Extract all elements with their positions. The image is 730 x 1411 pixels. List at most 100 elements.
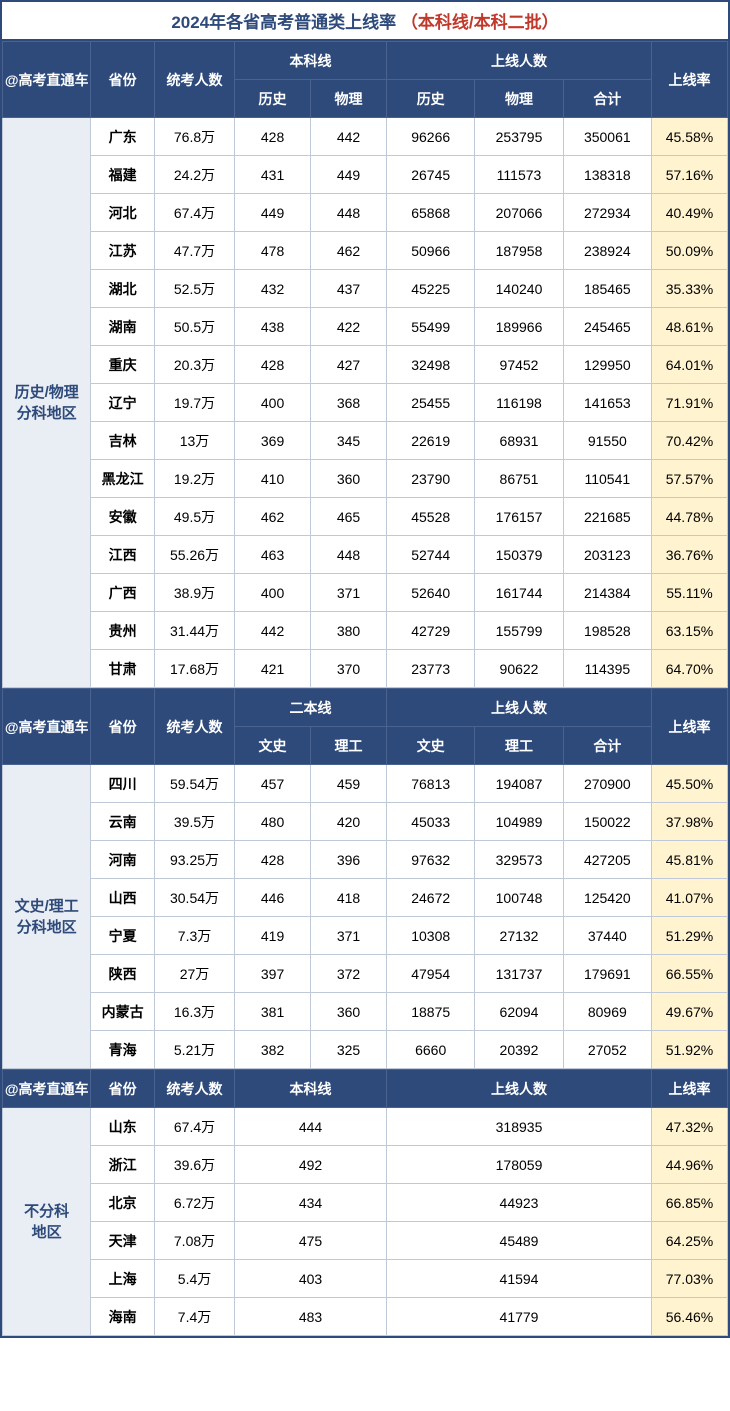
table-row: 广西38.9万4003715264016174421438455.11% [3, 574, 728, 612]
table-row: 贵州31.44万4423804272915579919852863.15% [3, 612, 728, 650]
hdr2-rate: 上线率 [651, 689, 727, 765]
cell-count: 55.26万 [154, 536, 234, 574]
cell-line-a: 463 [235, 536, 311, 574]
cell-pass-b: 68931 [475, 422, 563, 460]
cell-rate: 49.67% [651, 993, 727, 1031]
cell-line-a: 382 [235, 1031, 311, 1069]
cell-count: 13万 [154, 422, 234, 460]
cell-line-a: 449 [235, 194, 311, 232]
group-label: 文史/理工分科地区 [3, 765, 91, 1069]
cell-pass-a: 47954 [387, 955, 475, 993]
title-text-red: （本科线/本科二批） [401, 13, 559, 32]
hdr2-li2: 理工 [475, 727, 563, 765]
cell-line-a: 431 [235, 156, 311, 194]
cell-pass-a: 26745 [387, 156, 475, 194]
cell-pass-total: 125420 [563, 879, 651, 917]
cell-line-a: 462 [235, 498, 311, 536]
table-row: 安徽49.5万4624654552817615722168544.78% [3, 498, 728, 536]
cell-pass-a: 18875 [387, 993, 475, 1031]
cell-line-b: 422 [311, 308, 387, 346]
cell-count: 7.3万 [154, 917, 234, 955]
cell-count: 30.54万 [154, 879, 234, 917]
cell-rate: 56.46% [651, 1298, 727, 1336]
cell-line-a: 400 [235, 574, 311, 612]
cell-line-b: 448 [311, 194, 387, 232]
cell-line-a: 381 [235, 993, 311, 1031]
cell-pass-b: 100748 [475, 879, 563, 917]
cell-pass-a: 24672 [387, 879, 475, 917]
header3-row: @高考直通车 省份 统考人数 本科线 上线人数 上线率 [3, 1070, 728, 1108]
cell-prov: 广西 [91, 574, 155, 612]
cell-count: 52.5万 [154, 270, 234, 308]
cell-rate: 71.91% [651, 384, 727, 422]
cell-rate: 51.29% [651, 917, 727, 955]
cell-line-b: 368 [311, 384, 387, 422]
cell-rate: 47.32% [651, 1108, 727, 1146]
cell-count: 76.8万 [154, 118, 234, 156]
table-row: 河北67.4万4494486586820706627293440.49% [3, 194, 728, 232]
cell-pass-total: 80969 [563, 993, 651, 1031]
hdr-pass: 上线人数 [387, 42, 652, 80]
cell-rate: 45.50% [651, 765, 727, 803]
cell-pass-b: 111573 [475, 156, 563, 194]
cell-pass-total: 198528 [563, 612, 651, 650]
cell-line-b: 418 [311, 879, 387, 917]
cell-pass-total: 221685 [563, 498, 651, 536]
cell-pass-a: 76813 [387, 765, 475, 803]
cell-line-b: 396 [311, 841, 387, 879]
cell-rate: 48.61% [651, 308, 727, 346]
cell-line-a: 457 [235, 765, 311, 803]
cell-line-a: 419 [235, 917, 311, 955]
cell-rate: 77.03% [651, 1260, 727, 1298]
cell-prov: 湖北 [91, 270, 155, 308]
cell-pass-a: 23773 [387, 650, 475, 688]
cell-rate: 44.96% [651, 1146, 727, 1184]
hdr3-prov: 省份 [91, 1070, 155, 1108]
cell-rate: 51.92% [651, 1031, 727, 1069]
table-row: 文史/理工分科地区四川59.54万45745976813194087270900… [3, 765, 728, 803]
cell-pass-b: 329573 [475, 841, 563, 879]
cell-line-a: 428 [235, 118, 311, 156]
cell-prov: 云南 [91, 803, 155, 841]
cell-pass-total: 350061 [563, 118, 651, 156]
section2-table: @高考直通车 省份 统考人数 二本线 上线人数 上线率 文史 理工 文史 理工 … [2, 688, 728, 1069]
hdr2-count: 统考人数 [154, 689, 234, 765]
cell-pass-total: 129950 [563, 346, 651, 384]
cell-prov: 江苏 [91, 232, 155, 270]
cell-pass-a: 50966 [387, 232, 475, 270]
cell-line-b: 380 [311, 612, 387, 650]
cell-count: 38.9万 [154, 574, 234, 612]
cell-count: 17.68万 [154, 650, 234, 688]
table-row: 上海5.4万4034159477.03% [3, 1260, 728, 1298]
cell-line-b: 437 [311, 270, 387, 308]
cell-count: 50.5万 [154, 308, 234, 346]
hdr3-brand: @高考直通车 [3, 1070, 91, 1108]
cell-pass: 41779 [387, 1298, 652, 1336]
cell-line-b: 449 [311, 156, 387, 194]
table-row: 内蒙古16.3万38136018875620948096949.67% [3, 993, 728, 1031]
cell-prov: 贵州 [91, 612, 155, 650]
hdr2-li: 理工 [311, 727, 387, 765]
cell-prov: 重庆 [91, 346, 155, 384]
cell-pass: 41594 [387, 1260, 652, 1298]
cell-rate: 37.98% [651, 803, 727, 841]
cell-pass-b: 86751 [475, 460, 563, 498]
cell-pass: 178059 [387, 1146, 652, 1184]
cell-pass-total: 91550 [563, 422, 651, 460]
cell-pass-total: 238924 [563, 232, 651, 270]
cell-pass-total: 141653 [563, 384, 651, 422]
cell-pass-total: 245465 [563, 308, 651, 346]
cell-line-b: 360 [311, 460, 387, 498]
cell-pass: 44923 [387, 1184, 652, 1222]
cell-line-b: 345 [311, 422, 387, 460]
table-row: 青海5.21万3823256660203922705251.92% [3, 1031, 728, 1069]
cell-pass-total: 179691 [563, 955, 651, 993]
cell-line-b: 465 [311, 498, 387, 536]
hdr3-count: 统考人数 [154, 1070, 234, 1108]
cell-count: 49.5万 [154, 498, 234, 536]
cell-pass-a: 32498 [387, 346, 475, 384]
cell-count: 31.44万 [154, 612, 234, 650]
cell-line-a: 397 [235, 955, 311, 993]
cell-count: 93.25万 [154, 841, 234, 879]
cell-prov: 内蒙古 [91, 993, 155, 1031]
